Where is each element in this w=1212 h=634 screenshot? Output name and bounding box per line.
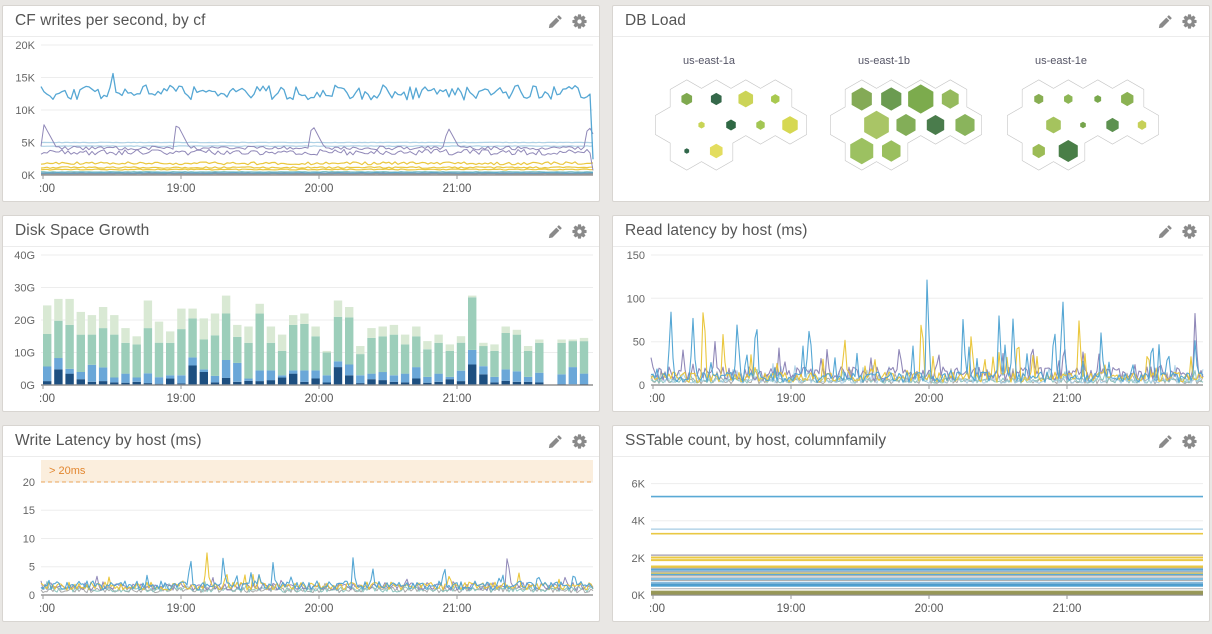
svg-text:20G: 20G [14,315,35,327]
svg-text:10G: 10G [14,348,35,360]
svg-text:5: 5 [29,562,35,574]
svg-text::00: :00 [39,183,55,195]
panel-db-load: DB Load us-east-1a us-east-1b us-east-1e [612,5,1210,202]
svg-text:21:00: 21:00 [1053,603,1082,615]
edit-icon[interactable] [1158,224,1173,239]
svg-text:5K: 5K [22,138,36,150]
svg-text::00: :00 [39,393,55,405]
db-load-hexmap[interactable]: us-east-1a us-east-1b us-east-1e [613,37,1209,202]
svg-text:30G: 30G [14,283,35,295]
svg-text:6K: 6K [632,479,646,491]
svg-text:us-east-1e: us-east-1e [1035,55,1087,67]
panel-title: Disk Space Growth [15,222,150,239]
sstable-count-chart[interactable]: 0K 2K 4K 6K :00 19:00 20:00 21:00 [613,457,1209,622]
panel-header: Disk Space Growth [3,216,599,247]
svg-text:19:00: 19:00 [777,393,806,405]
panel-title: SSTable count, by host, columnfamily [625,432,887,449]
svg-text:19:00: 19:00 [777,603,806,615]
svg-text:> 20ms: > 20ms [49,465,86,477]
panel-title: Read latency by host (ms) [625,222,808,239]
panel-sstable-count: SSTable count, by host, columnfamily 0K 2… [612,425,1210,622]
svg-text:0G: 0G [20,380,35,392]
svg-text:50: 50 [633,337,645,349]
cf-writes-chart[interactable]: 0K 5K 10K 15K 20K :00 19:00 20:00 21:00 [3,37,599,202]
read-latency-chart[interactable]: 0 50 100 150 :00 19:00 20:00 21:00 [613,247,1209,412]
svg-text:21:00: 21:00 [443,183,472,195]
panel-header: DB Load [613,6,1209,37]
panel-read-latency: Read latency by host (ms) 0 50 100 150 :00 19… [612,215,1210,412]
svg-text:40G: 40G [14,250,35,262]
svg-text:15K: 15K [15,73,35,85]
svg-text:20: 20 [23,477,35,489]
svg-text:2K: 2K [632,553,646,565]
edit-icon[interactable] [1158,434,1173,449]
svg-text:19:00: 19:00 [167,183,196,195]
svg-text::00: :00 [39,603,55,615]
gear-icon[interactable] [572,433,587,449]
panel-header: CF writes per second, by cf [3,6,599,37]
svg-text:20:00: 20:00 [915,603,944,615]
svg-text:15: 15 [23,505,35,517]
svg-text:19:00: 19:00 [167,603,196,615]
panel-header: Read latency by host (ms) [613,216,1209,247]
svg-text:21:00: 21:00 [443,603,472,615]
panel-write-latency: Write Latency by host (ms) 0 5 10 15 20:00 19… [2,425,600,622]
disk-growth-chart[interactable]: 0G 10G 20G 30G 40G :00 19:00 20:00 21:00 [3,247,599,412]
svg-text:0: 0 [29,590,35,602]
svg-text:20:00: 20:00 [915,393,944,405]
svg-text:21:00: 21:00 [1053,393,1082,405]
svg-text:10K: 10K [15,105,35,117]
svg-text:150: 150 [627,250,645,262]
svg-text:us-east-1b: us-east-1b [858,55,910,67]
gear-icon[interactable] [572,223,587,239]
gear-icon[interactable] [572,13,587,29]
svg-text:100: 100 [627,293,645,305]
panel-title: CF writes per second, by cf [15,12,206,29]
svg-text::00: :00 [649,393,665,405]
panel-title: Write Latency by host (ms) [15,432,202,449]
svg-text:10: 10 [23,534,35,546]
svg-text:us-east-1a: us-east-1a [683,55,736,67]
panel-disk-space-growth: Disk Space Growth 0G 10G 20G 30G 40G :00 19:00… [2,215,600,412]
svg-text:20K: 20K [15,40,35,52]
svg-text:0K: 0K [632,590,646,602]
svg-text:4K: 4K [632,516,646,528]
panel-header: Write Latency by host (ms) [3,426,599,457]
svg-text:20:00: 20:00 [305,183,334,195]
panel-header: SSTable count, by host, columnfamily [613,426,1209,457]
edit-icon[interactable] [1158,14,1173,29]
gear-icon[interactable] [1182,433,1197,449]
edit-icon[interactable] [548,434,563,449]
edit-icon[interactable] [548,14,563,29]
panel-cf-writes: CF writes per second, by cf 0K 5K 10K 15K 20… [2,5,600,202]
svg-text::00: :00 [649,603,665,615]
svg-text:0K: 0K [22,170,36,182]
panel-title: DB Load [625,12,687,29]
gear-icon[interactable] [1182,13,1197,29]
svg-text:0: 0 [639,380,645,392]
gear-icon[interactable] [1182,223,1197,239]
svg-text:20:00: 20:00 [305,393,334,405]
svg-text:19:00: 19:00 [167,393,196,405]
edit-icon[interactable] [548,224,563,239]
svg-text:21:00: 21:00 [443,393,472,405]
svg-text:20:00: 20:00 [305,603,334,615]
